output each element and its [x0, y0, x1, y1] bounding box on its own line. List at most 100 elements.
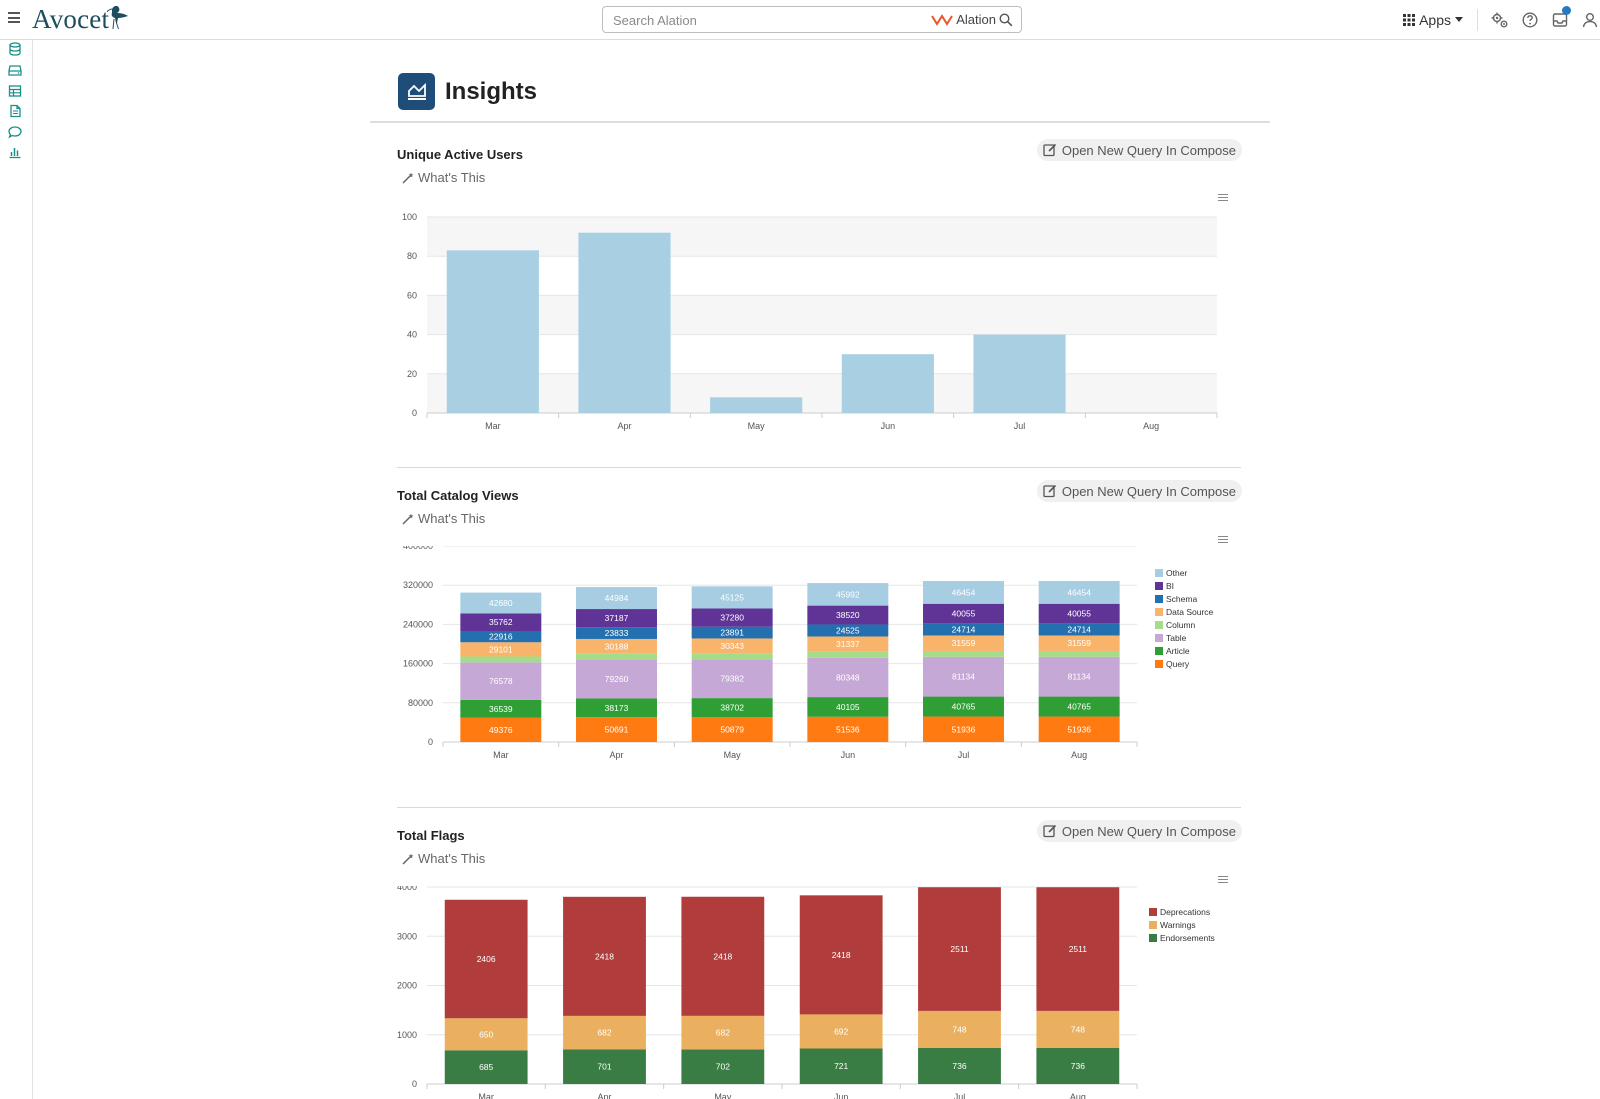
x-tick-label: Jun [881, 421, 896, 431]
data-label: 682 [716, 1028, 730, 1038]
help-icon[interactable] [1520, 10, 1540, 30]
apps-menu[interactable]: Apps [1403, 12, 1463, 28]
edit-icon [1043, 143, 1056, 157]
legend-label: Query [1166, 659, 1190, 669]
x-tick-label: May [714, 1092, 732, 1099]
legend-swatch [1149, 908, 1157, 916]
whats-this-link[interactable]: What's This [402, 851, 485, 866]
data-label: 736 [1071, 1061, 1085, 1071]
bar-segment [576, 587, 657, 610]
hamburger-menu-icon[interactable] [8, 12, 20, 23]
data-label: 30188 [605, 641, 629, 651]
unique-active-users-section: Unique Active Users Open New Query In Co… [397, 139, 1242, 437]
chat-icon[interactable] [8, 125, 22, 139]
apps-label: Apps [1419, 12, 1451, 28]
whats-this-link[interactable]: What's This [402, 170, 485, 185]
search-icon[interactable] [999, 12, 1013, 27]
chart-menu-icon[interactable] [1218, 194, 1228, 202]
bar-segment [1036, 1047, 1120, 1084]
bar-segment [691, 638, 773, 654]
data-label: 31337 [836, 639, 860, 649]
caret-down-icon [1455, 17, 1463, 22]
x-tick-label: Apr [597, 1092, 611, 1099]
data-label: 31559 [952, 638, 976, 648]
inbox-icon[interactable] [1550, 6, 1571, 30]
data-label: 29101 [489, 644, 513, 654]
data-label: 685 [479, 1062, 493, 1072]
data-label: 2418 [832, 950, 851, 960]
legend-swatch [1155, 647, 1163, 655]
data-label: 40055 [1067, 609, 1091, 619]
open-query-button[interactable]: Open New Query In Compose [1036, 480, 1242, 502]
bar-segment [691, 717, 773, 742]
user-profile-icon[interactable] [1580, 10, 1600, 30]
database-icon[interactable] [8, 42, 22, 56]
data-label: 24525 [836, 625, 860, 635]
data-label: 46454 [952, 587, 976, 597]
bar-segment [799, 895, 883, 1015]
data-label: 38173 [605, 703, 629, 713]
bar-segment [918, 1047, 1001, 1084]
data-label: 22916 [489, 632, 513, 642]
grid-icon [1403, 14, 1416, 26]
bar-segment [576, 717, 657, 742]
legend-swatch [1155, 595, 1163, 603]
drive-icon[interactable] [8, 63, 22, 77]
bar-segment [460, 656, 542, 663]
open-query-button[interactable]: Open New Query In Compose [1036, 820, 1242, 842]
data-label: 40055 [952, 609, 976, 619]
search-box[interactable]: Alation [602, 6, 1022, 33]
data-label: 702 [716, 1062, 730, 1072]
bar-segment [1036, 887, 1120, 1011]
section-divider [397, 467, 1241, 468]
legend-swatch [1155, 582, 1163, 590]
legend-label: BI [1166, 581, 1174, 591]
bar-segment [923, 716, 1004, 742]
legend-label: Other [1166, 568, 1187, 578]
document-icon[interactable] [8, 104, 22, 118]
y-tick-label: 4000 [397, 886, 417, 892]
data-label: 50879 [720, 725, 744, 735]
settings-gears-icon[interactable] [1490, 10, 1510, 30]
data-label: 40765 [952, 702, 976, 712]
legend-swatch [1149, 934, 1157, 942]
x-tick-label: Jun [841, 750, 856, 760]
total-catalog-views-chart: 0 80000 160000 240000 320000 400000 Mar Apr May J… [403, 546, 1214, 760]
legend-swatch [1155, 621, 1163, 629]
search-brand: Alation [931, 12, 1013, 27]
whats-this-link[interactable]: What's This [402, 511, 485, 526]
bar-segment [563, 1049, 646, 1084]
bar-chart-icon[interactable] [8, 145, 22, 159]
section-title: Total Catalog Views [397, 488, 519, 503]
bar-segment [460, 717, 542, 742]
bar-segment [444, 899, 528, 1019]
table-icon[interactable] [8, 84, 22, 98]
data-label: 748 [1071, 1024, 1085, 1034]
bar-segment [460, 662, 542, 700]
x-tick-label: Aug [1071, 750, 1087, 760]
bar-segment [681, 1015, 765, 1050]
legend-label: Deprecations [1160, 907, 1210, 917]
y-tick-label: 3000 [397, 931, 417, 941]
bar-segment [923, 635, 1004, 651]
data-label: 36539 [489, 704, 513, 714]
edit-icon [1043, 484, 1056, 498]
bar-segment [576, 627, 657, 639]
chart-menu-icon[interactable] [1218, 536, 1228, 544]
magic-wand-icon [402, 853, 414, 865]
x-tick-label: Jul [958, 750, 970, 760]
data-label: 40105 [836, 702, 860, 712]
legend-label: Article [1166, 646, 1190, 656]
bar [446, 250, 539, 413]
open-query-button[interactable]: Open New Query In Compose [1036, 139, 1242, 161]
y-tick-label: 0 [412, 1079, 417, 1089]
legend-label: Endorsements [1160, 933, 1215, 943]
bar-segment [1038, 580, 1120, 604]
bar-segment [807, 636, 889, 652]
data-label: 76578 [489, 676, 513, 686]
brand-logo[interactable]: Avocet [32, 3, 131, 35]
bar-segment [923, 580, 1004, 604]
search-input[interactable] [613, 11, 893, 29]
x-tick-label: Mar [493, 750, 509, 760]
chart-menu-icon[interactable] [1218, 876, 1228, 884]
